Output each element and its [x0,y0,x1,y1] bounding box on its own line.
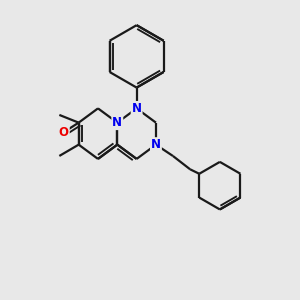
Text: N: N [132,102,142,115]
Text: O: O [59,126,69,139]
Text: N: N [112,116,122,129]
Text: N: N [151,138,161,151]
